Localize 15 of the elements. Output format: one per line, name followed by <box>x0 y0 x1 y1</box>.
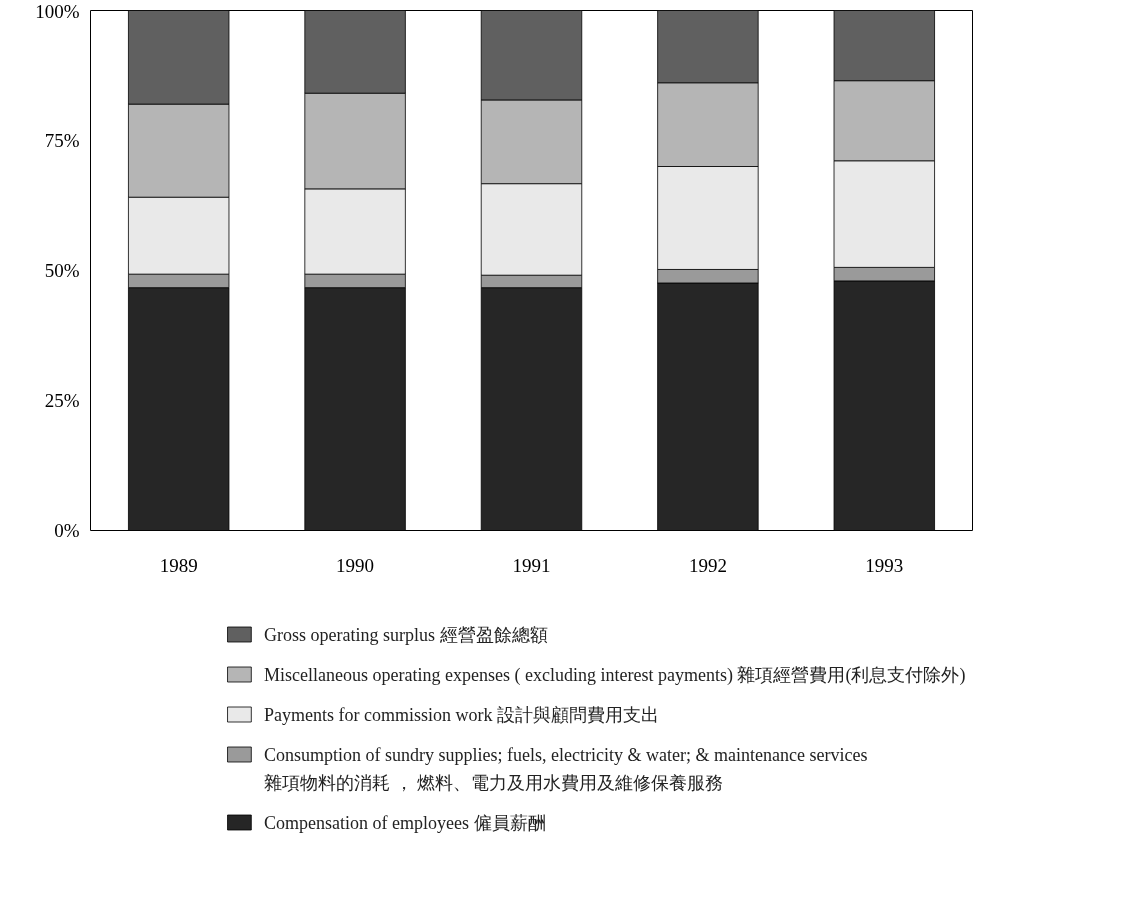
y-tick-label: 50% <box>44 260 80 281</box>
x-tick-label: 1993 <box>865 554 904 576</box>
legend-label: Payments for commission work 設計與顧問費用支出 <box>264 704 660 725</box>
x-tick-label: 1991 <box>512 554 551 576</box>
y-tick-label: 0% <box>54 520 80 541</box>
x-tick-label: 1990 <box>336 554 375 576</box>
y-tick-label: 25% <box>44 390 80 411</box>
x-tick-label: 1992 <box>688 554 727 576</box>
legend-label: Miscellaneous operating expenses ( excluding interest payments) 雜項經營費用(利息支付除外) <box>264 664 966 686</box>
legend-label: Compensation of employees 僱員薪酬 <box>264 812 546 833</box>
legend-label: Gross operating surplus 經營盈餘總額 <box>264 624 548 645</box>
legend-label: Consumption of sundry supplies; fuels, electricity & water; & maintenance services 雜項物料的消耗 ， 燃料、電力及用水費用及維修保養服務 <box>264 744 868 793</box>
x-tick-label: 1989 <box>159 554 198 576</box>
y-tick-label: 75% <box>44 130 80 151</box>
y-tick-label: 100% <box>35 0 80 22</box>
